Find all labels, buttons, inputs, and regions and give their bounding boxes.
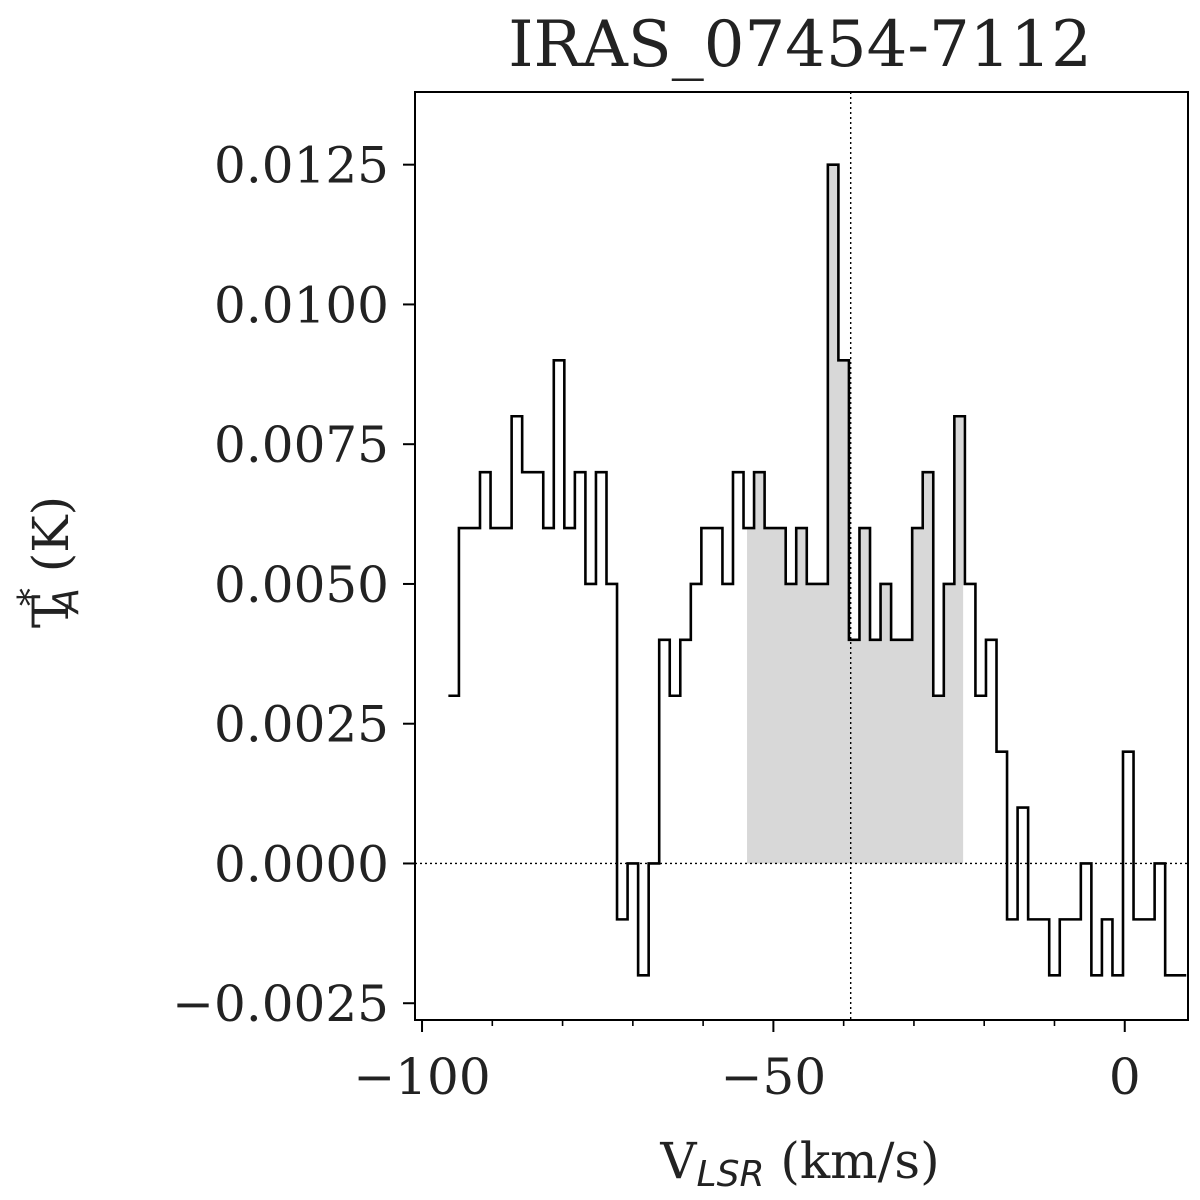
y-axis-label: TA* (K) [12, 496, 87, 628]
y-tick-label: 0.0125 [214, 137, 389, 195]
y-tick-label: 0.0075 [214, 416, 389, 474]
chart-title: IRAS_07454-7112 [508, 8, 1092, 82]
shaded-region [747, 164, 964, 864]
plot-frame [414, 91, 1189, 1021]
spectrum-line [448, 163, 1187, 977]
y-tick-label: −0.0025 [172, 975, 389, 1033]
x-axis-label-subscript: LSR [697, 1154, 765, 1195]
y-tick-label: 0.0050 [214, 556, 389, 614]
x-axis-label: VLSR (km/s) [659, 1132, 939, 1195]
y-axis-label-subscript: A [46, 588, 87, 615]
y-tick-label: 0.0100 [214, 276, 389, 334]
x-tick-label: −50 [721, 1048, 827, 1106]
x-tick-label: 0 [1109, 1048, 1141, 1106]
plot-area: −100 −50 0 −0.0025 0.0000 0.0025 0.0050 0.0075 0… [172, 91, 1189, 1106]
y-tick-label: 0.0025 [214, 696, 389, 754]
y-axis-label-superscript: * [12, 588, 53, 606]
y-tick-label: 0.0000 [214, 835, 389, 893]
x-tick-label: −100 [353, 1048, 490, 1106]
